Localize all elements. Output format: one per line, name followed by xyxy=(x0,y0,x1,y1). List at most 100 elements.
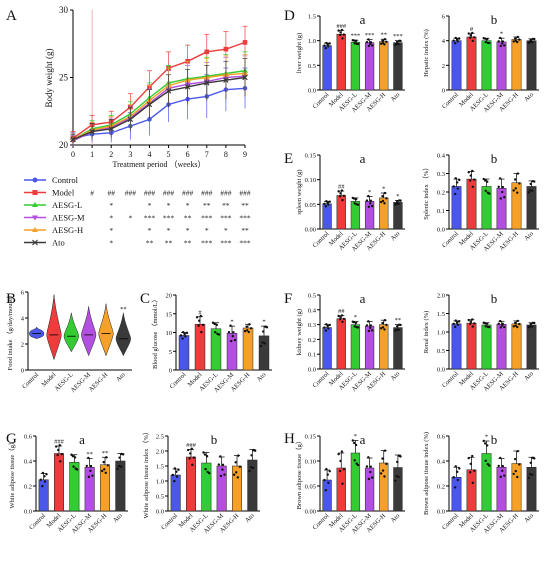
Ga-dot-Control xyxy=(41,471,45,475)
Db-dot-Model xyxy=(471,31,474,35)
Fa-dot-AESGM xyxy=(365,324,369,327)
Eb-y-tick-label: 0.4 xyxy=(437,153,446,160)
Fa-dot-Model xyxy=(339,316,342,319)
Db-y-tick-label: 0 xyxy=(442,88,445,95)
Ga-dot-AESGL xyxy=(72,465,75,468)
Hb-dot-AESGL xyxy=(483,442,487,445)
panel-letter-A: A xyxy=(6,8,17,24)
Fa-y-tick-label: 0.3 xyxy=(308,322,316,329)
Ha-bar-AESGL xyxy=(350,452,361,512)
Fa-dot-Model xyxy=(342,317,346,321)
Ha-dot-AESGH xyxy=(385,462,388,466)
A-significance-header: ### xyxy=(163,189,175,198)
C-significance-Model: # xyxy=(198,309,202,316)
Eb-dot-Model xyxy=(469,174,472,177)
Fa-y-tick-label: 0.5 xyxy=(308,293,316,300)
Ga-y-tick-label: 0.2 xyxy=(24,484,32,491)
Eb-subpanel-tag: b xyxy=(491,151,498,166)
Eb-dot-Control xyxy=(454,177,457,180)
Hb-dot-AESGL xyxy=(488,464,491,467)
Ha-dot-Model xyxy=(338,469,342,473)
Gb-dot-AESGH xyxy=(238,465,242,468)
Gb-dot-AESGM xyxy=(219,474,223,478)
Eb-dot-AESGM xyxy=(503,196,506,199)
C-dot-AESGH xyxy=(245,325,248,328)
Hb-dot-AESGM xyxy=(501,464,505,468)
Da-dot-AESGM xyxy=(365,40,369,44)
Hb-dot-AESGH xyxy=(516,475,519,479)
Ga-dot-AESGH xyxy=(106,464,110,467)
Ga-significance-Model: ### xyxy=(54,439,65,446)
C-dot-Ato xyxy=(261,341,264,344)
Da-dot-Control xyxy=(327,45,330,48)
Gb-dot-AESGH xyxy=(237,454,240,457)
C-y-tick-label: 15 xyxy=(166,311,173,318)
Ea-dot-Ato xyxy=(395,202,398,205)
C-dot-Control xyxy=(185,331,189,335)
Fb-bar-AESGL xyxy=(481,324,492,370)
Eb-dot-Ato xyxy=(531,189,534,192)
Gb-dot-AESGM xyxy=(223,473,226,476)
A-significance-AESGL: * xyxy=(186,201,190,210)
Ha-significance-AESGL: * xyxy=(354,433,357,440)
Db-bar-Ato xyxy=(526,40,537,91)
Fa-dot-Model xyxy=(341,320,344,323)
Da-dot-AESGM xyxy=(371,44,374,47)
Fb-bar-AESGH xyxy=(511,323,522,370)
Db-bar-AESGM xyxy=(496,41,507,91)
Gb-dot-Model xyxy=(190,447,193,450)
Fb-bar-AESGM xyxy=(496,323,507,370)
A-legend-marker-Ato xyxy=(32,239,38,246)
B-violin-Ato xyxy=(115,312,131,357)
Fa-dot-Control xyxy=(327,327,330,330)
Db-dot-AESGH xyxy=(516,35,520,39)
Db-x-tick-label: Ato xyxy=(523,91,535,103)
Ea-y-tick-label: 0.15 xyxy=(305,153,316,160)
Ea-y-axis-label: spleen weight (g) xyxy=(296,169,303,214)
Hb-dot-Ato xyxy=(528,472,532,476)
Gb-dot-AESGH xyxy=(236,476,239,479)
Ea-dot-Model xyxy=(338,195,342,198)
C-bar-Ato xyxy=(258,335,270,371)
Fb-subpanel-tag: b xyxy=(491,291,498,306)
Da-dot-AESGH xyxy=(379,42,383,45)
Gb-dot-Ato xyxy=(251,466,255,470)
A-point-Ato xyxy=(204,80,210,86)
C-dot-Model xyxy=(195,316,199,319)
Ea-y-tick-label: 0.05 xyxy=(305,202,316,209)
A-legend-label-AESGH: AESG-H xyxy=(52,225,83,235)
Ea-dot-AESGH xyxy=(381,199,385,203)
Hb-dot-AESGM xyxy=(503,474,506,477)
Ea-dot-AESGL xyxy=(356,203,360,206)
Da-dot-Control xyxy=(326,43,329,46)
Eb-y-tick-label: 0.2 xyxy=(437,190,445,197)
Gb-dot-AESGL xyxy=(207,471,211,475)
Eb-dot-AESGH xyxy=(518,182,521,185)
A-y-axis-label: Body weight (g) xyxy=(44,49,54,108)
Hb-dot-Control xyxy=(454,465,457,468)
Da-significance-AESGH: ** xyxy=(381,32,388,39)
B-y-tick-label: 6 xyxy=(21,290,25,297)
Ha-y-axis-label: Brown adipose tissue（g） xyxy=(295,438,303,510)
Ea-dot-Model xyxy=(342,194,346,198)
Ea-bar-Ato xyxy=(393,202,403,230)
Gb-x-tick-label: Ato xyxy=(244,512,256,524)
Hb-y-tick-label: 0.2 xyxy=(437,484,445,491)
C-dot-AESGL xyxy=(215,323,218,327)
Ea-significance-AESGH: * xyxy=(382,185,385,192)
A-significance-AESGL: ** xyxy=(241,201,249,210)
Ea-dot-Model xyxy=(341,198,344,202)
Gb-bar-Control xyxy=(170,474,181,512)
Db-dot-Ato xyxy=(531,40,534,44)
A-significance-Ato: *** xyxy=(239,239,251,248)
Hb-dot-Model xyxy=(468,471,472,474)
A-point-Ato xyxy=(127,116,134,123)
A-point-Ato xyxy=(89,128,95,135)
Gb-dot-Control xyxy=(177,468,180,471)
Db-significance-AESGM: * xyxy=(500,31,503,38)
Hb-y-tick-label: 0.6 xyxy=(437,434,446,441)
Gb-dot-AESGL xyxy=(204,467,207,471)
Db-dot-Model xyxy=(467,32,470,35)
Eb-y-tick-label: 0.1 xyxy=(437,208,445,215)
Db-dot-Control xyxy=(456,40,460,43)
